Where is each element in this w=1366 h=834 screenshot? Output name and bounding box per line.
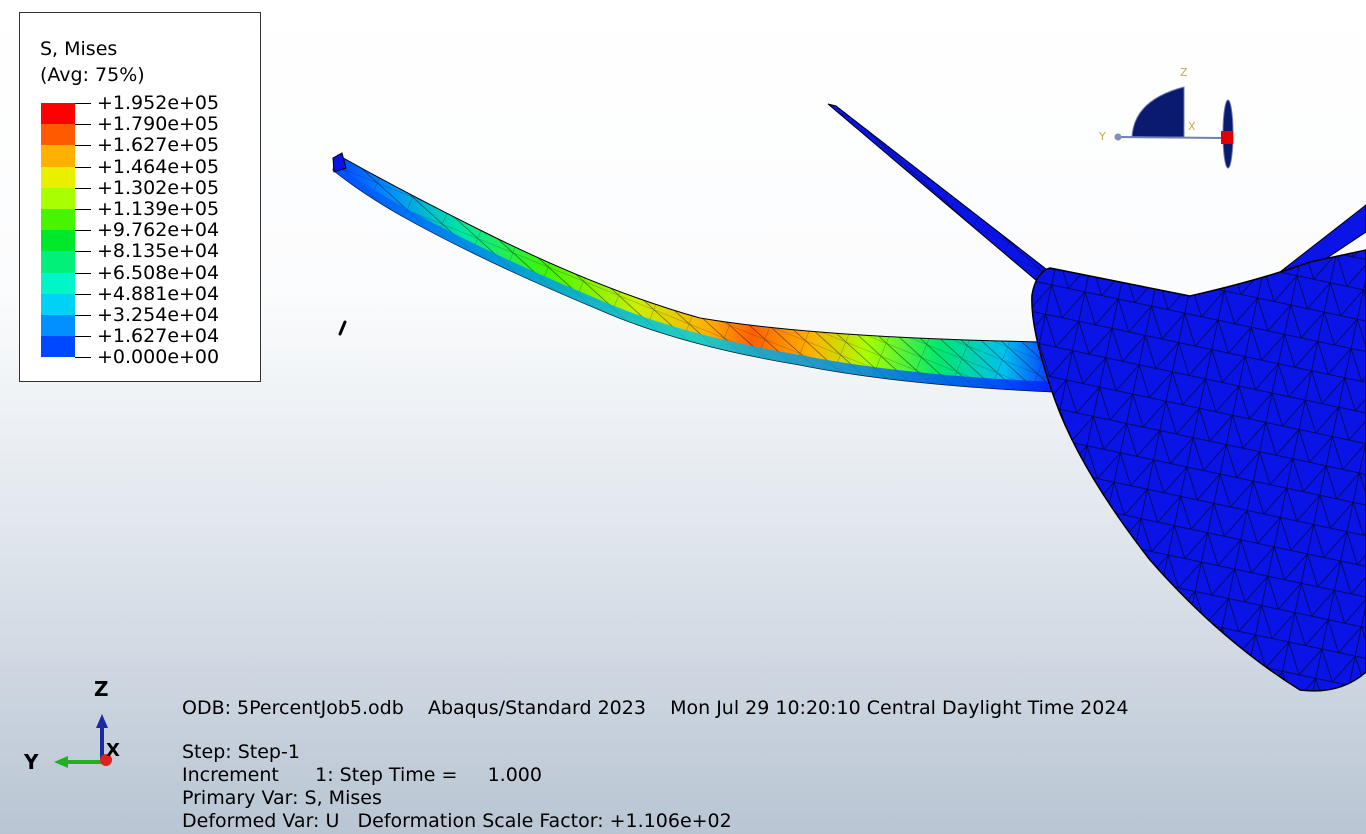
triad-x-label: X: [106, 740, 120, 761]
timestamp: Mon Jul 29 10:20:10 Central Daylight Tim…: [670, 697, 1129, 719]
legend-tick: [75, 166, 91, 168]
legend-swatch: [41, 187, 75, 209]
legend-tick-label: +4.881e+04: [97, 282, 220, 305]
legend-tick: [75, 124, 91, 126]
left-wing: [332, 152, 1056, 393]
legend-swatch: [41, 166, 75, 188]
legend-swatch: [41, 230, 75, 252]
contour-legend[interactable]: S, Mises (Avg: 75%) +1.952e+05 +1.790e+05…: [19, 12, 261, 382]
legend-tick-label: +1.302e+05: [97, 176, 220, 199]
triad-z-label: Z: [94, 677, 109, 701]
legend-tick-label: +3.254e+04: [97, 304, 220, 326]
legend-tick: [75, 187, 91, 189]
viewcube-y-label: Y: [1098, 130, 1106, 143]
legend-tick-label: +1.790e+05: [97, 113, 220, 136]
axis-triad: Z Y X: [23, 677, 120, 774]
odb-info-line: ODB: 5PercentJob5.odb Abaqus/Standard 20…: [182, 697, 1129, 719]
primary-var-label: Primary Var: S, Mises: [182, 787, 382, 809]
legend-swatch: [41, 124, 75, 146]
legend-tick-label: +1.139e+05: [97, 198, 220, 220]
legend-swatch: [41, 145, 75, 167]
legend-tick: [75, 315, 91, 316]
legend-tick-label: +9.762e+04: [97, 219, 220, 242]
legend-swatch: [41, 208, 75, 231]
viewcube-z-label: Z: [1180, 66, 1188, 79]
fuselage: [1031, 249, 1366, 692]
legend-tick-label: +1.464e+05: [97, 155, 220, 178]
legend-tick: [75, 230, 91, 232]
legend-swatch: [41, 293, 75, 315]
triad-x-axis: [100, 754, 112, 766]
step-label: Step: Step-1: [182, 741, 300, 763]
viewcube-x-label: X: [1188, 120, 1196, 133]
legend-tick: [75, 357, 91, 359]
legend-color-bar: [41, 103, 75, 358]
legend-tick-label: +6.508e+04: [97, 261, 220, 284]
legend-swatch: [41, 272, 75, 294]
legend-tick: [75, 251, 91, 253]
increment-label: Increment 1: Step Time = 1.000: [182, 764, 542, 786]
solver-version: Abaqus/Standard 2023: [427, 697, 646, 719]
legend-title: S, Mises: [40, 38, 118, 60]
legend-swatch: [41, 103, 75, 125]
legend-tick: [75, 293, 91, 295]
stray-mark: [338, 320, 347, 336]
viewcube-quadrant[interactable]: [1131, 86, 1185, 138]
legend-tick-label: +1.627e+05: [97, 134, 220, 157]
legend-swatch: [41, 251, 75, 273]
legend-tick-label: +1.952e+05: [97, 92, 220, 114]
legend-tick: [75, 272, 91, 274]
triad-y-label: Y: [23, 750, 39, 774]
odb-name: ODB: 5PercentJob5.odb: [182, 697, 404, 719]
legend-tick: [75, 209, 91, 210]
legend-subtitle: (Avg: 75%): [40, 64, 145, 86]
legend-tick-label: +0.000e+00: [97, 346, 220, 369]
deformed-var-label: Deformed Var: U Deformation Scale Factor…: [182, 810, 732, 832]
upper-fin: [827, 103, 1070, 293]
legend-tick: [75, 145, 91, 147]
legend-swatch: [41, 314, 75, 337]
legend-tick-label: +1.627e+04: [97, 325, 220, 348]
legend-swatch: [41, 336, 75, 358]
view-cube[interactable]: Z Y X: [1090, 60, 1250, 180]
legend-tick-label: +8.135e+04: [97, 240, 220, 263]
legend-tick: [75, 336, 91, 338]
legend-tick: [75, 103, 91, 104]
viewcube-red-marker[interactable]: [1221, 131, 1233, 144]
